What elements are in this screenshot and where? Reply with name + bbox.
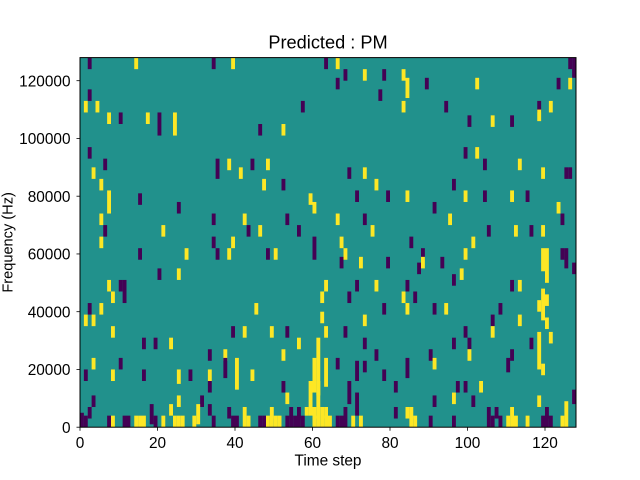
svg-text:100: 100 (455, 435, 481, 452)
svg-text:20: 20 (149, 435, 166, 452)
svg-text:Time step: Time step (295, 453, 362, 470)
svg-text:0: 0 (62, 420, 71, 437)
svg-text:80: 80 (381, 435, 398, 452)
svg-text:Predicted : PM: Predicted : PM (268, 33, 387, 53)
svg-text:120000: 120000 (19, 73, 70, 90)
svg-text:Frequency (Hz): Frequency (Hz) (0, 192, 16, 293)
svg-text:40: 40 (226, 435, 243, 452)
svg-text:0: 0 (76, 435, 85, 452)
svg-text:40000: 40000 (28, 304, 71, 321)
svg-text:80000: 80000 (28, 189, 71, 206)
svg-text:120: 120 (532, 435, 558, 452)
svg-text:60000: 60000 (28, 247, 71, 264)
svg-text:100000: 100000 (19, 131, 70, 148)
svg-text:20000: 20000 (28, 362, 71, 379)
svg-text:60: 60 (304, 435, 321, 452)
